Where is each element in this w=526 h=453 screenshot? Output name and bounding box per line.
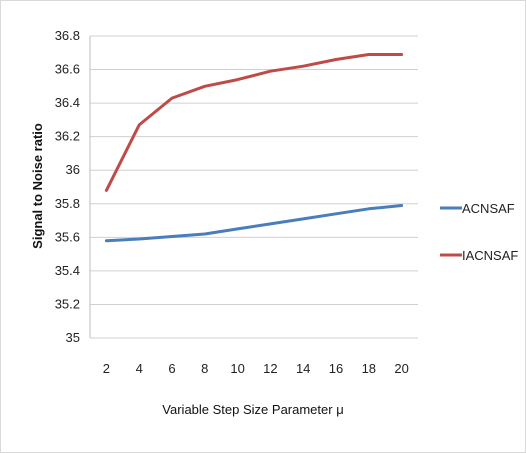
legend: ACNSAF IACNSAF: [440, 201, 518, 263]
legend-label: IACNSAF: [462, 248, 518, 263]
series-line-iacnsaf: [104, 53, 404, 192]
y-tick-labels: 35 35.2 35.4 35.6 35.8 36 36.2 36.4 36.6 36.8: [55, 28, 80, 345]
x-tick-label: 10: [230, 361, 244, 376]
x-tick-label: 8: [201, 361, 208, 376]
x-tick-label: 20: [394, 361, 408, 376]
x-axis-title: Variable Step Size Parameter μ: [162, 402, 343, 417]
y-tick-label: 35.4: [55, 263, 80, 278]
series-lines: [104, 53, 404, 243]
y-tick-label: 36.6: [55, 62, 80, 77]
gridlines: [89, 35, 418, 339]
legend-label: ACNSAF: [462, 201, 515, 216]
y-tick-label: 35.8: [55, 196, 80, 211]
x-tick-label: 14: [296, 361, 310, 376]
x-tick-label: 18: [362, 361, 376, 376]
y-axis-title: Signal to Noise ratio: [30, 123, 45, 249]
y-tick-label: 36.2: [55, 129, 80, 144]
y-tick-label: 35.2: [55, 296, 80, 311]
x-tick-label: 2: [103, 361, 110, 376]
y-tick-label: 36.8: [55, 28, 80, 43]
series-line-acnsaf: [104, 204, 404, 243]
y-tick-label: 36: [66, 162, 80, 177]
y-tick-label: 35: [66, 330, 80, 345]
y-tick-label: 35.6: [55, 229, 80, 244]
x-tick-label: 4: [136, 361, 143, 376]
x-tick-label: 6: [168, 361, 175, 376]
y-tick-label: 36.4: [55, 95, 80, 110]
x-tick-labels: 2 4 6 8 10 12 14 16 18 20: [103, 361, 409, 376]
x-tick-label: 12: [263, 361, 277, 376]
x-tick-label: 16: [329, 361, 343, 376]
